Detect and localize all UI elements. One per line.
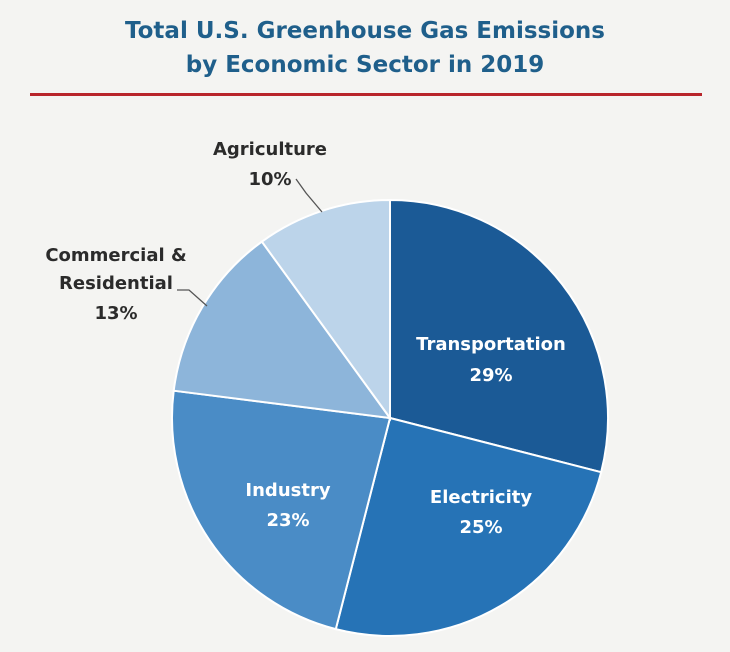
pie-slice-transportation (389, 198, 609, 474)
pie-slices (171, 198, 609, 637)
label-agriculture: Agriculture (213, 139, 327, 160)
value-transportation: 29% (469, 365, 512, 386)
value-electricity: 25% (459, 517, 502, 538)
pie-slice-industry (171, 389, 392, 631)
label-industry: Industry (245, 480, 330, 501)
label-transportation: Transportation (416, 334, 566, 355)
value-agriculture: 10% (248, 169, 291, 190)
pie-slice-electricity (334, 416, 603, 637)
title-divider (30, 93, 702, 96)
slice-labels: Transportation 29% Electricity 25% Indus… (45, 139, 565, 538)
chart-title-line-1: Total U.S. Greenhouse Gas Emissions (125, 18, 605, 44)
chart-title: Total U.S. Greenhouse Gas Emissions by E… (0, 14, 730, 82)
value-commercial-residential: 13% (94, 303, 137, 324)
label-electricity: Electricity (430, 487, 532, 508)
label-commercial-residential-line-1: Commercial & (45, 245, 186, 266)
chart-title-line-2: by Economic Sector in 2019 (185, 52, 545, 78)
label-commercial-residential-line-2: Residential (59, 273, 173, 294)
pie-slice-commercial-residential (172, 240, 393, 420)
value-industry: 23% (266, 510, 309, 531)
pie-slice-agriculture (260, 198, 391, 422)
leader-line-commercial-residential (177, 289, 208, 307)
leader-lines (177, 178, 323, 307)
leader-line-agriculture (295, 178, 323, 213)
